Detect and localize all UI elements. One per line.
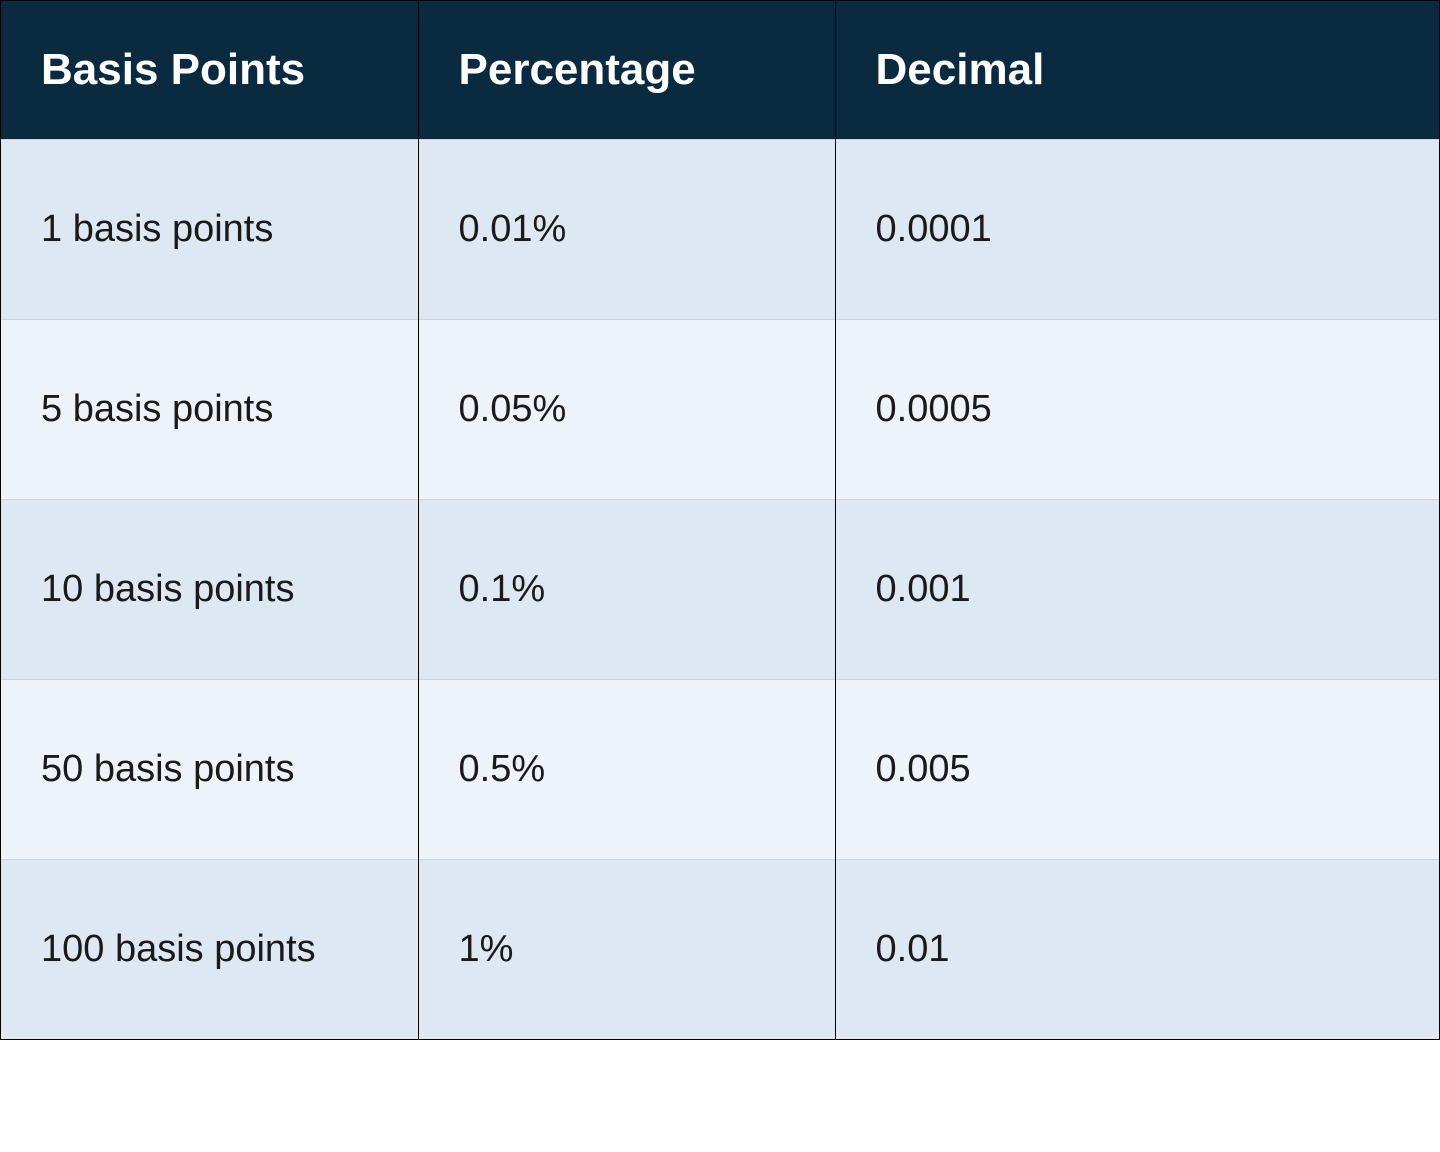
basis-points-table: Basis Points Percentage Decimal 1 basis … <box>1 1 1439 1039</box>
basis-points-table-container: Basis Points Percentage Decimal 1 basis … <box>0 0 1440 1040</box>
cell-decimal: 0.01 <box>835 860 1439 1040</box>
table-header: Basis Points Percentage Decimal <box>1 1 1439 140</box>
cell-basis-points: 100 basis points <box>1 860 418 1040</box>
cell-percentage: 0.05% <box>418 320 835 500</box>
table-row: 5 basis points 0.05% 0.0005 <box>1 320 1439 500</box>
cell-decimal: 0.0001 <box>835 140 1439 320</box>
cell-percentage: 0.5% <box>418 680 835 860</box>
table-row: 50 basis points 0.5% 0.005 <box>1 680 1439 860</box>
cell-basis-points: 5 basis points <box>1 320 418 500</box>
table-body: 1 basis points 0.01% 0.0001 5 basis poin… <box>1 140 1439 1040</box>
cell-decimal: 0.005 <box>835 680 1439 860</box>
column-header-decimal: Decimal <box>835 1 1439 140</box>
cell-basis-points: 50 basis points <box>1 680 418 860</box>
cell-decimal: 0.001 <box>835 500 1439 680</box>
cell-basis-points: 1 basis points <box>1 140 418 320</box>
table-row: 100 basis points 1% 0.01 <box>1 860 1439 1040</box>
cell-percentage: 0.01% <box>418 140 835 320</box>
table-row: 10 basis points 0.1% 0.001 <box>1 500 1439 680</box>
table-header-row: Basis Points Percentage Decimal <box>1 1 1439 140</box>
column-header-basis-points: Basis Points <box>1 1 418 140</box>
column-header-percentage: Percentage <box>418 1 835 140</box>
cell-basis-points: 10 basis points <box>1 500 418 680</box>
cell-percentage: 1% <box>418 860 835 1040</box>
cell-percentage: 0.1% <box>418 500 835 680</box>
table-row: 1 basis points 0.01% 0.0001 <box>1 140 1439 320</box>
cell-decimal: 0.0005 <box>835 320 1439 500</box>
